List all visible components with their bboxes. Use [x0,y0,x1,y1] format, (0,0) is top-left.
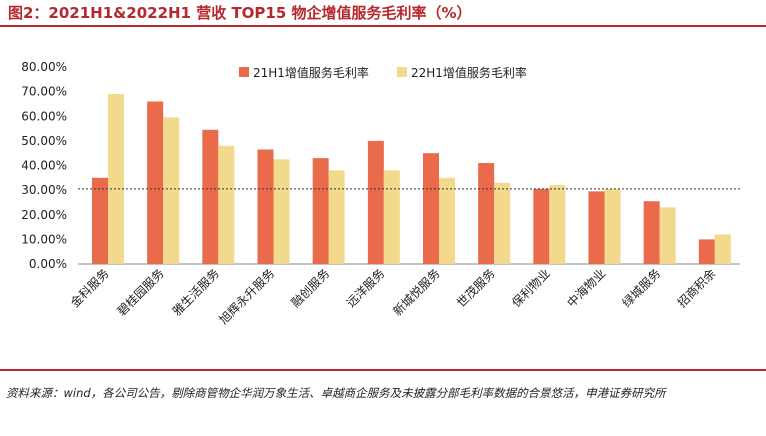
bar-22h1 [439,177,455,264]
legend-label: 21H1增值服务毛利率 [253,65,369,80]
bar-22h1 [383,170,400,264]
x-tick-label: 金科服务 [67,266,112,311]
bar-21h1 [698,239,715,264]
bar-22h1 [108,94,124,265]
legend-swatch [239,67,249,77]
bar-22h1 [218,145,235,264]
bar-21h1 [147,101,164,264]
x-tick-label: 远洋服务 [343,266,388,311]
y-tick-label: 30.00% [21,183,67,197]
source-note: 资料来源：wind，各公司公告，剔除商管物企华润万象生活、卓越商企服务及未披露分… [6,386,666,400]
bar-22h1 [604,188,621,264]
source-divider [0,369,766,371]
bar-22h1 [273,159,290,264]
y-tick-label: 40.00% [21,159,67,173]
bar-22h1 [494,182,511,264]
bar-21h1 [367,140,384,264]
bar-22h1 [549,185,566,264]
legend-swatch [397,67,407,77]
bar-22h1 [659,207,676,264]
x-tick-label: 中海物业 [564,266,609,311]
y-tick-label: 70.00% [21,85,67,99]
x-tick-label: 旭辉永升服务 [216,266,278,328]
legend-label: 22H1增值服务毛利率 [411,65,527,80]
y-tick-label: 60.00% [21,109,67,123]
bar-21h1 [312,158,329,264]
bar-21h1 [588,191,605,264]
y-tick-label: 50.00% [21,134,67,148]
x-tick-label: 碧桂园服务 [114,266,167,319]
bar-21h1 [643,201,660,264]
y-tick-label: 10.00% [21,232,67,246]
x-tick-label: 融创服务 [288,266,333,311]
bar-22h1 [163,117,180,264]
x-tick-label: 保利物业 [509,266,553,310]
bar-21h1 [478,163,495,264]
bar-21h1 [202,129,219,264]
chart-title: 图2：2021H1&2022H1 营收 TOP15 物企增值服务毛利率（%） [8,4,472,22]
bar-21h1 [533,188,550,264]
x-tick-label: 雅生活服务 [169,266,222,319]
y-tick-label: 80.00% [21,60,67,74]
bar-22h1 [714,234,731,264]
y-tick-label: 20.00% [21,208,67,222]
bar-21h1 [257,149,274,264]
x-tick-label: 绿城服务 [619,266,664,311]
x-tick-label: 世茂服务 [453,266,498,311]
x-tick-label: 招商积余 [674,266,719,311]
title-divider [0,25,766,27]
bar-21h1 [92,177,108,264]
bar-22h1 [328,170,345,264]
bar-21h1 [423,153,439,264]
bar-chart: 0.00% 10.00% 20.00% 30.00% 40.00% 50.00% 60.00… [21,60,740,328]
y-tick-label: 0.00% [29,257,67,271]
x-tick-label: 新城悦服务 [390,266,443,319]
